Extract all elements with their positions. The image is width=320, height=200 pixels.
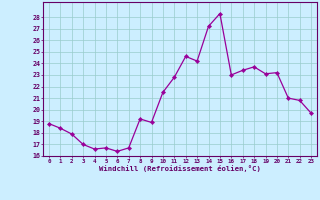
X-axis label: Windchill (Refroidissement éolien,°C): Windchill (Refroidissement éolien,°C) — [99, 165, 261, 172]
